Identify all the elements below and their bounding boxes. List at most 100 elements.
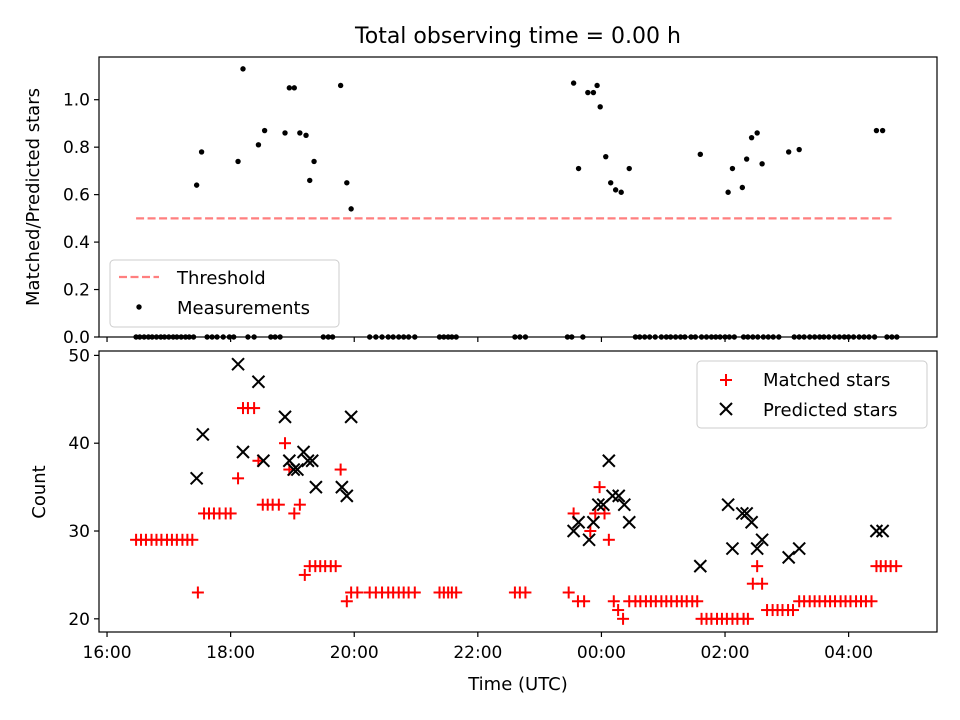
legend-predicted-marker [719,402,733,416]
predicted-star-point [792,541,806,556]
bottom-axes-frame [98,350,938,633]
bottom-x-tick-label: 16:00 [83,643,132,663]
predicted-star-point [286,462,301,477]
matched-star-point [232,472,245,485]
predicted-star-point [335,480,349,494]
measurement-point [297,130,303,136]
matched-star-point [340,595,353,608]
matched-star-point [578,595,591,608]
measurement-point [697,151,704,157]
predicted-star-point [566,524,581,538]
matched-star-point [288,507,301,520]
legend-threshold-label: Threshold [176,268,266,289]
measurement-point [585,89,591,96]
matched-star-point [298,568,311,581]
top-y-tick-label: 0.6 [63,186,90,206]
measurement-point [759,161,765,167]
bottom-y-axis-ticks: 20 30 40 50 [68,346,99,630]
bottom-x-tick-label: 00:00 [577,643,626,663]
predicted-star-point [744,515,759,529]
top-axes-frame [98,56,938,338]
top-legend-box [109,259,340,328]
top-x-axis-ticks [106,337,850,342]
matched-star-point [562,586,575,599]
bottom-y-tick-label: 20 [68,610,90,630]
measurement-point [570,80,577,86]
measurement-point [594,82,600,89]
bottom-panel: 20 30 40 50 16:00 18:00 20:00 22:00 00:00 02:00 0… [29,346,938,695]
matched-star-point [293,498,306,511]
matched-star-point [248,402,261,415]
matched-star-point [329,560,342,573]
measurement-point [725,189,731,195]
legend-measurements-label: Measurements [177,298,310,319]
predicted-star-point [617,497,632,512]
measurement-point [307,177,313,184]
figure-title: Total observing time = 0.00 h [354,24,681,49]
top-y-tick-label: 1.0 [63,91,90,111]
measurement-point [873,127,880,134]
predicted-star-point [739,506,754,521]
measurement-point [626,165,632,172]
bottom-y-axis-label: Count [29,465,50,518]
bottom-y-tick-label: 40 [68,434,90,454]
matched-star-point [617,612,630,625]
predicted-star-point [236,445,250,459]
measurement-point [240,66,246,72]
matched-star-point [351,586,364,599]
predicted-star-point [231,357,245,371]
measurement-point [311,158,317,165]
measurement-point [748,134,755,141]
measurement-point [198,149,205,155]
matched-star-point [224,507,237,520]
matched-star-point [593,481,606,494]
matched-star-point [408,586,421,599]
measurement-point [618,189,624,195]
matched-star-point [186,533,199,546]
predicted-star-point [781,550,796,565]
predicted-star-point [750,541,764,556]
matched-star-point [612,604,625,617]
predicted-star-point [301,454,315,468]
top-panel: 0.0 0.2 0.4 0.6 0.8 1.0 Matched/Predicted sta… [23,56,938,348]
predicted-star-point [755,533,769,547]
measurement-point [607,180,614,186]
top-y-tick-label: 0.0 [63,328,90,348]
bottom-plot-area [130,357,903,625]
predicted-star-point [305,454,319,468]
predicted-star-point [344,410,358,424]
measurement-point [261,127,268,134]
matched-star-point [607,595,620,608]
legend-matched-marker [720,374,732,386]
matched-star-point [450,586,463,599]
predicted-star-point [612,489,626,503]
matched-star-point [272,498,285,511]
predicted-star-point [725,541,740,556]
bottom-x-tick-label: 02:00 [701,643,750,663]
predicted-star-point [591,497,606,512]
predicted-star-point [189,471,204,486]
legend-matched-label: Matched stars [763,370,890,391]
measurement-point [286,85,293,91]
predicted-star-point [196,427,210,442]
measurement-point [603,153,609,160]
predicted-star-point [693,559,708,573]
bottom-legend: Matched stars Predicted stars [696,360,928,429]
matched-star-point [334,463,347,476]
measurement-point [337,82,344,89]
matched-star-point [751,560,764,573]
measurement-point [575,165,582,172]
matched-star-point [519,586,532,599]
predicted-star-point [290,462,305,477]
predicted-star-point [571,515,586,529]
bottom-x-tick-label: 18:00 [206,643,255,663]
predicted-star-point [602,454,616,468]
measurement-point [255,142,262,148]
top-y-axis-label: Matched/Predicted stars [23,88,44,306]
matched-star-point [865,595,878,608]
predicted-star-point [251,375,266,389]
predicted-star-point [582,533,596,547]
measurement-point [235,158,241,165]
matched-star-point [756,577,769,590]
measurement-point [291,85,297,91]
